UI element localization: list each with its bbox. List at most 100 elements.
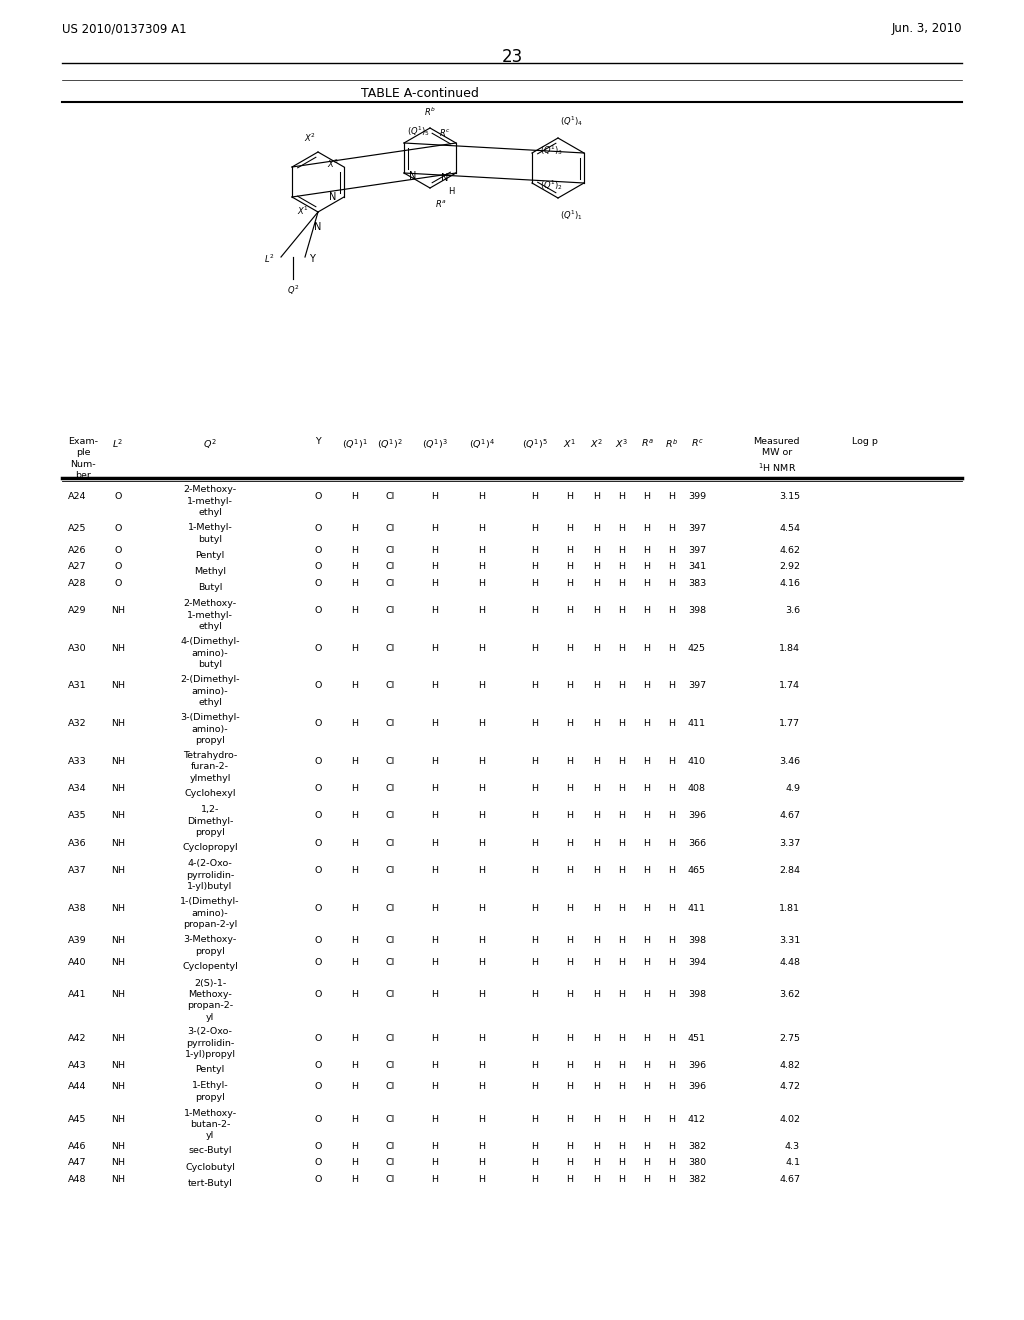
Text: tert-Butyl: tert-Butyl <box>187 1179 232 1188</box>
Text: Cl: Cl <box>385 958 394 966</box>
Text: O: O <box>314 1061 322 1069</box>
Text: H: H <box>531 681 539 690</box>
Text: O: O <box>314 1158 322 1167</box>
Text: H: H <box>431 524 438 533</box>
Text: A33: A33 <box>68 758 87 767</box>
Text: A47: A47 <box>68 1158 86 1167</box>
Text: H: H <box>531 784 539 793</box>
Text: O: O <box>314 606 322 615</box>
Text: A32: A32 <box>68 719 87 729</box>
Text: O: O <box>314 1082 322 1092</box>
Text: Cl: Cl <box>385 866 394 875</box>
Text: 4.54: 4.54 <box>779 524 800 533</box>
Text: NH: NH <box>111 1082 125 1092</box>
Text: Cl: Cl <box>385 719 394 729</box>
Text: H: H <box>351 492 358 500</box>
Text: H: H <box>566 1082 573 1092</box>
Text: A37: A37 <box>68 866 87 875</box>
Text: NH: NH <box>111 1142 125 1151</box>
Text: H: H <box>643 866 650 875</box>
Text: H: H <box>566 719 573 729</box>
Text: NH: NH <box>111 904 125 912</box>
Text: O: O <box>314 866 322 875</box>
Text: H: H <box>431 1061 438 1069</box>
Text: H: H <box>431 838 438 847</box>
Text: O: O <box>115 546 122 554</box>
Text: A29: A29 <box>68 606 86 615</box>
Text: $R^a$: $R^a$ <box>641 437 653 449</box>
Text: H: H <box>566 1158 573 1167</box>
Text: $(Q^1)_2$: $(Q^1)_2$ <box>540 178 563 191</box>
Text: H: H <box>431 546 438 554</box>
Text: H: H <box>478 936 485 945</box>
Text: $L^2$: $L^2$ <box>264 253 275 265</box>
Text: H: H <box>531 1034 539 1043</box>
Text: H: H <box>618 784 626 793</box>
Text: O: O <box>314 904 322 912</box>
Text: 3-Methoxy-
propyl: 3-Methoxy- propyl <box>183 935 237 956</box>
Text: TABLE A-continued: TABLE A-continued <box>361 87 479 100</box>
Text: H: H <box>566 1142 573 1151</box>
Text: 1-Methoxy-
butan-2-
yl: 1-Methoxy- butan-2- yl <box>183 1109 237 1140</box>
Text: H: H <box>594 838 600 847</box>
Text: 4.67: 4.67 <box>779 812 800 821</box>
Text: 366: 366 <box>688 838 707 847</box>
Text: 2.75: 2.75 <box>779 1034 800 1043</box>
Text: H: H <box>478 1142 485 1151</box>
Text: A25: A25 <box>68 524 86 533</box>
Text: H: H <box>618 644 626 652</box>
Text: H: H <box>531 990 539 999</box>
Text: H: H <box>431 644 438 652</box>
Text: 4.1: 4.1 <box>785 1158 800 1167</box>
Text: Cl: Cl <box>385 546 394 554</box>
Text: Cyclohexyl: Cyclohexyl <box>184 789 236 797</box>
Text: H: H <box>351 1142 358 1151</box>
Text: 3.6: 3.6 <box>784 606 800 615</box>
Text: H: H <box>531 1061 539 1069</box>
Text: H: H <box>643 681 650 690</box>
Text: A28: A28 <box>68 578 86 587</box>
Text: H: H <box>618 866 626 875</box>
Text: 2-Methoxy-
1-methyl-
ethyl: 2-Methoxy- 1-methyl- ethyl <box>183 599 237 631</box>
Text: Cl: Cl <box>385 644 394 652</box>
Text: H: H <box>643 1142 650 1151</box>
Text: 1-Ethyl-
propyl: 1-Ethyl- propyl <box>191 1081 228 1102</box>
Text: A26: A26 <box>68 546 86 554</box>
Text: H: H <box>594 758 600 767</box>
Text: 396: 396 <box>688 1061 707 1069</box>
Text: 1.84: 1.84 <box>779 644 800 652</box>
Text: H: H <box>594 606 600 615</box>
Text: 1.74: 1.74 <box>779 681 800 690</box>
Text: H: H <box>478 812 485 821</box>
Text: H: H <box>618 1115 626 1123</box>
Text: A44: A44 <box>68 1082 86 1092</box>
Text: A35: A35 <box>68 812 87 821</box>
Text: 397: 397 <box>688 681 707 690</box>
Text: H: H <box>669 1082 676 1092</box>
Text: H: H <box>618 524 626 533</box>
Text: H: H <box>643 492 650 500</box>
Text: O: O <box>314 838 322 847</box>
Text: O: O <box>115 492 122 500</box>
Text: H: H <box>669 681 676 690</box>
Text: 2(S)-1-
Methoxy-
propan-2-
yl: 2(S)-1- Methoxy- propan-2- yl <box>187 978 233 1022</box>
Text: A48: A48 <box>68 1175 86 1184</box>
Text: H: H <box>643 1115 650 1123</box>
Text: 1-(Dimethyl-
amino)-
propan-2-yl: 1-(Dimethyl- amino)- propan-2-yl <box>180 898 240 929</box>
Text: H: H <box>431 904 438 912</box>
Text: NH: NH <box>111 866 125 875</box>
Text: O: O <box>115 524 122 533</box>
Text: H: H <box>431 606 438 615</box>
Text: H: H <box>478 1158 485 1167</box>
Text: 2.92: 2.92 <box>779 562 800 572</box>
Text: H: H <box>351 1061 358 1069</box>
Text: H: H <box>643 719 650 729</box>
Text: 3.31: 3.31 <box>778 936 800 945</box>
Text: H: H <box>594 812 600 821</box>
Text: H: H <box>351 758 358 767</box>
Text: H: H <box>594 524 600 533</box>
Text: $R^a$: $R^a$ <box>435 198 446 209</box>
Text: H: H <box>478 1175 485 1184</box>
Text: Cl: Cl <box>385 758 394 767</box>
Text: H: H <box>478 958 485 966</box>
